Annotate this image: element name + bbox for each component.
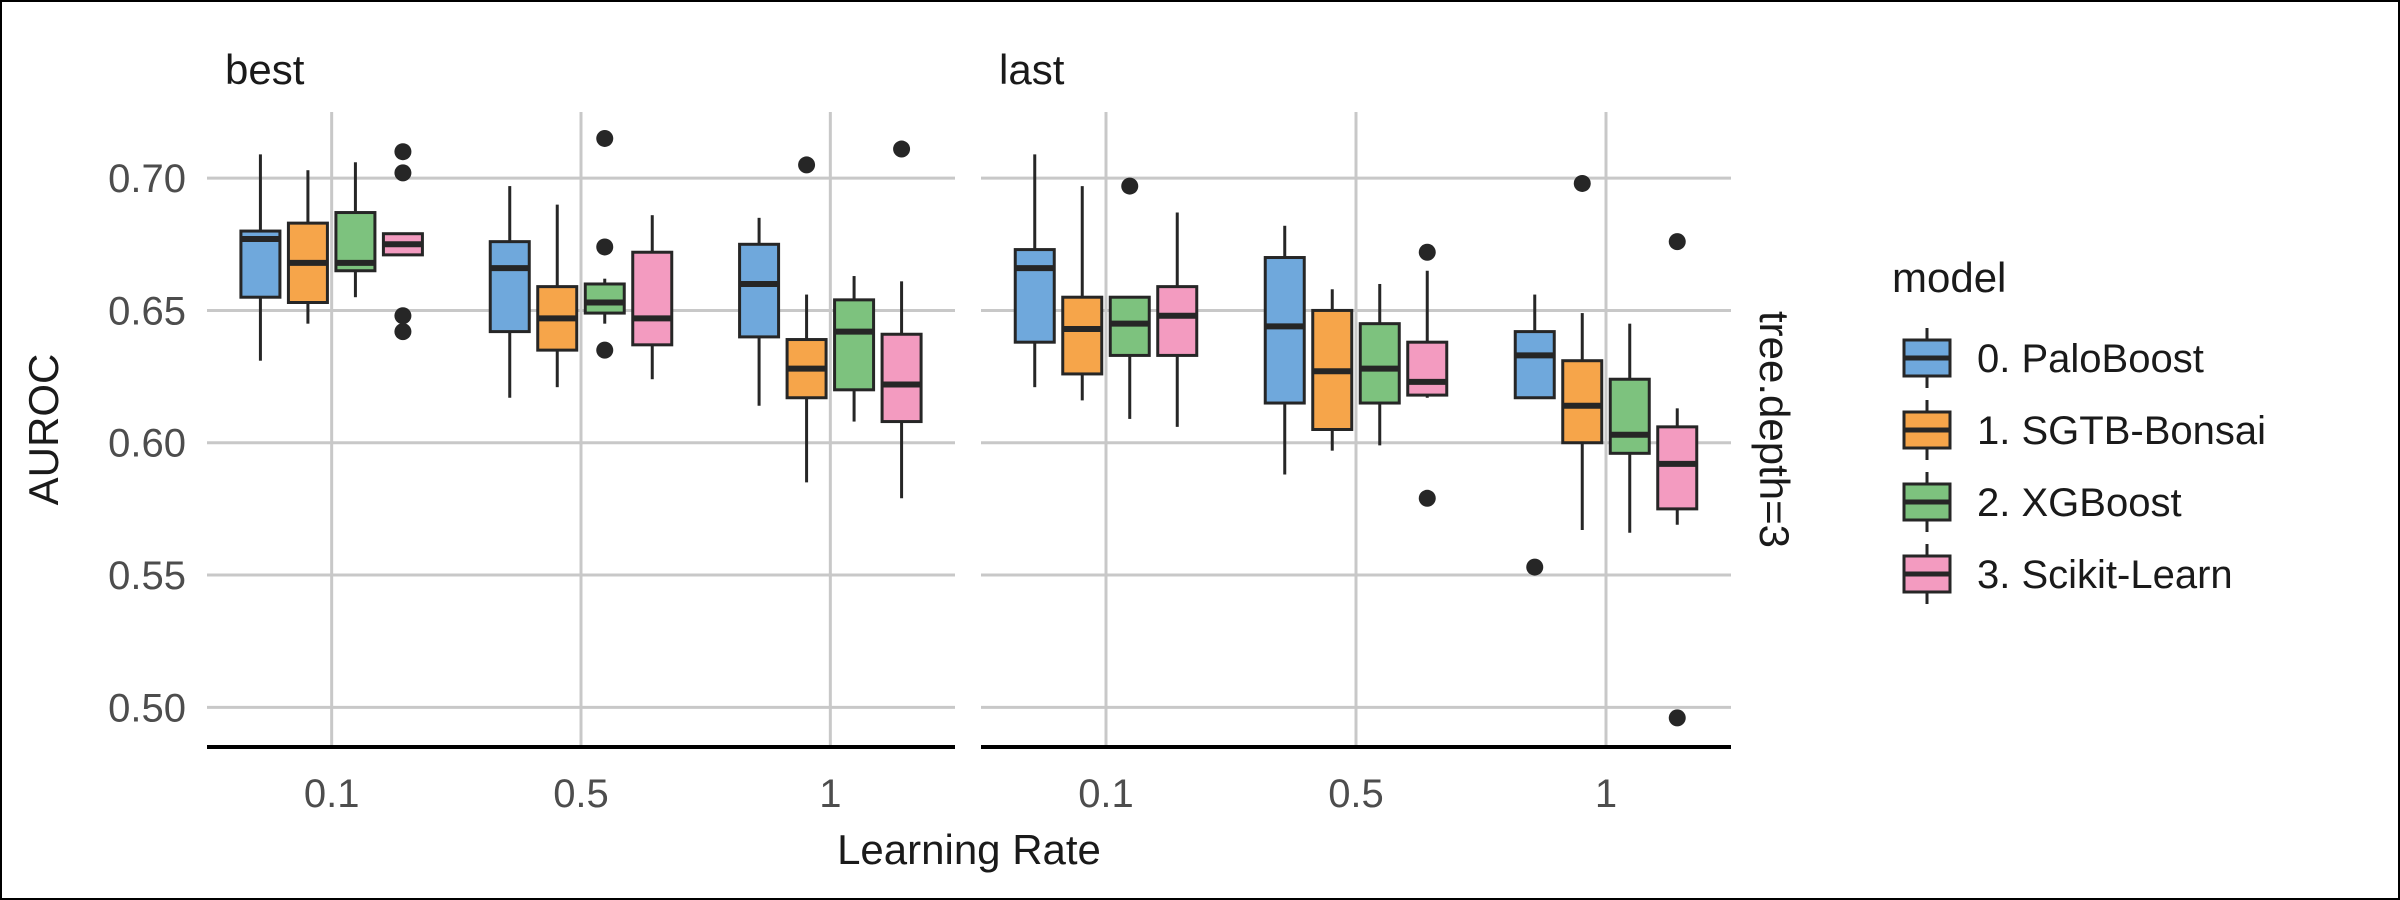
x-tick-label: 1 xyxy=(819,772,841,816)
outlier-point xyxy=(1573,174,1591,192)
box-best-0.1-model-2 xyxy=(334,162,377,298)
box-body xyxy=(1013,248,1056,344)
box-best-1-model-3 xyxy=(880,140,923,499)
box-body xyxy=(1656,425,1699,511)
outlier-point xyxy=(596,129,614,147)
y-axis-title: AUROC xyxy=(20,354,67,506)
legend-key-1 xyxy=(1902,400,1952,460)
box-body xyxy=(1608,377,1651,455)
x-tick-label: 0.5 xyxy=(553,772,609,816)
box-last-1-model-0 xyxy=(1513,294,1556,576)
box-body xyxy=(1358,322,1401,405)
facet-label-last: last xyxy=(999,46,1065,93)
box-body xyxy=(1406,340,1449,397)
outlier-point xyxy=(394,323,412,341)
y-tick-label: 0.65 xyxy=(108,289,186,333)
box-best-0.1-model-1 xyxy=(286,170,329,324)
legend-label-1: 1. SGTB-Bonsai xyxy=(1977,409,2266,453)
box-best-0.5-model-3 xyxy=(631,215,674,380)
outlier-point xyxy=(798,156,816,174)
box-body xyxy=(583,282,626,315)
outlier-point xyxy=(1418,243,1436,261)
outlier-point xyxy=(596,238,614,256)
box-best-1-model-2 xyxy=(833,276,876,422)
outlier-point xyxy=(1668,233,1686,251)
box-best-1-model-1 xyxy=(785,156,828,483)
box-best-0.1-model-0 xyxy=(239,154,282,361)
legend-key-2 xyxy=(1902,472,1952,532)
facet-panel-last xyxy=(981,112,1731,749)
facet-panel-best xyxy=(207,112,955,749)
box-body xyxy=(738,242,781,339)
box-last-0.1-model-0 xyxy=(1013,154,1056,388)
outlier-point xyxy=(1418,489,1436,507)
outlier-point xyxy=(1668,709,1686,727)
x-tick-label: 0.1 xyxy=(304,772,360,816)
box-last-0.1-model-2 xyxy=(1108,177,1151,419)
outlier-point xyxy=(394,143,412,161)
box-best-0.5-model-1 xyxy=(536,204,579,388)
outlier-point xyxy=(394,164,412,182)
outlier-point xyxy=(596,341,614,359)
box-best-0.5-model-2 xyxy=(583,129,626,359)
box-body xyxy=(488,240,531,334)
box-last-0.1-model-3 xyxy=(1156,212,1199,427)
box-body xyxy=(631,250,674,347)
y-tick-label: 0.55 xyxy=(108,554,186,598)
facet-label-best: best xyxy=(225,46,305,93)
legend-label-3: 3. Scikit-Learn xyxy=(1977,553,2233,597)
box-last-0.5-model-0 xyxy=(1263,225,1306,475)
y-tick-label: 0.50 xyxy=(108,686,186,730)
box-last-1-model-2 xyxy=(1608,323,1651,533)
legend: model 0. PaloBoost 1. SGTB-Bonsai 2. XGBoo… xyxy=(1892,254,2266,604)
box-body xyxy=(1561,359,1604,445)
y-axis-ticks: 0.50 0.55 0.60 0.65 0.70 xyxy=(108,157,186,730)
box-body xyxy=(833,298,876,392)
legend-label-2: 2. XGBoost xyxy=(1977,481,2182,525)
box-body xyxy=(880,332,923,424)
outlier-point xyxy=(893,140,911,158)
x-tick-label: 1 xyxy=(1595,772,1617,816)
outlier-point xyxy=(1526,558,1544,576)
box-body xyxy=(1513,330,1556,400)
box-best-0.5-model-0 xyxy=(488,186,531,398)
legend-label-0: 0. PaloBoost xyxy=(1977,337,2204,381)
box-body xyxy=(1156,285,1199,357)
outlier-point xyxy=(1121,177,1139,195)
box-last-1-model-3 xyxy=(1656,233,1699,727)
y-tick-label: 0.60 xyxy=(108,422,186,466)
box-last-0.5-model-3 xyxy=(1406,243,1449,507)
x-tick-label: 0.1 xyxy=(1078,772,1134,816)
x-axis-ticks: 0.1 0.5 1 0.1 0.5 1 xyxy=(304,772,1617,816)
box-last-0.5-model-2 xyxy=(1358,283,1401,446)
row-strip-label: tree.depth=3 xyxy=(1751,311,1798,548)
legend-key-3 xyxy=(1902,544,1952,604)
legend-key-0 xyxy=(1902,328,1952,388)
box-last-1-model-1 xyxy=(1561,174,1604,531)
box-best-0.1-model-3 xyxy=(381,143,424,341)
x-tick-label: 0.5 xyxy=(1328,772,1384,816)
box-body xyxy=(239,229,282,299)
facet-labels: best last xyxy=(225,46,1065,93)
box-last-0.5-model-1 xyxy=(1311,289,1354,451)
box-last-0.1-model-1 xyxy=(1061,186,1104,401)
y-tick-label: 0.70 xyxy=(108,157,186,201)
x-axis-title: Learning Rate xyxy=(837,826,1101,873)
box-best-1-model-0 xyxy=(738,217,781,406)
legend-title: model xyxy=(1892,254,2006,301)
facet-panels xyxy=(207,112,1731,749)
box-body xyxy=(1061,295,1104,376)
box-body xyxy=(1263,256,1306,405)
outlier-point xyxy=(394,307,412,325)
